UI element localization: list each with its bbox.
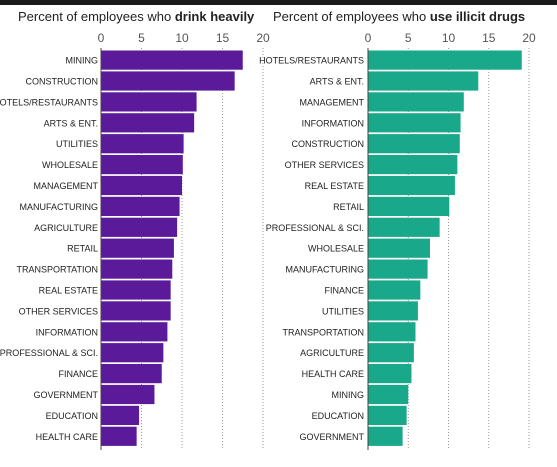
panel-title-drugs: Percent of employees who use illicit dru… — [273, 9, 525, 24]
category-label: OTHER SERVICES — [285, 160, 364, 170]
bar — [368, 343, 414, 363]
category-label: EDUCATION — [312, 411, 364, 421]
category-label: HOTELS/RESTAURANTS — [0, 97, 98, 107]
category-label: TRANSPORTATION — [16, 265, 98, 275]
bar — [368, 280, 421, 300]
x-tick-label: 10 — [442, 31, 456, 45]
category-label: AGRICULTURE — [34, 223, 98, 233]
category-label: OTHER SERVICES — [19, 306, 98, 316]
bar — [368, 92, 464, 112]
category-label: MANAGEMENT — [299, 97, 364, 107]
bar — [101, 113, 195, 133]
bar — [368, 71, 479, 91]
bar — [101, 364, 162, 384]
panel-title-prefix: Percent of employees who — [18, 9, 175, 24]
category-label: FINANCE — [324, 286, 364, 296]
category-label: INFORMATION — [302, 118, 364, 128]
bar — [101, 426, 137, 446]
category-label: REAL ESTATE — [39, 286, 98, 296]
x-tick-label: 15 — [216, 31, 230, 45]
category-label: ARTS & ENT. — [310, 77, 364, 87]
category-label: INFORMATION — [36, 327, 98, 337]
x-tick-label: 20 — [256, 31, 270, 45]
x-tick-label: 20 — [522, 31, 536, 45]
category-label: MINING — [66, 56, 99, 66]
bar — [101, 71, 235, 91]
bar — [101, 343, 164, 363]
bar — [368, 134, 460, 154]
category-label: EDUCATION — [46, 411, 98, 421]
category-label: MINING — [332, 390, 365, 400]
bar — [368, 50, 522, 70]
category-label: ARTS & ENT. — [44, 118, 98, 128]
category-label: GOVERNMENT — [299, 432, 364, 442]
category-label: CONSTRUCTION — [26, 77, 99, 87]
bar — [101, 238, 174, 258]
category-label: REAL ESTATE — [305, 181, 364, 191]
category-label: MANUFACTURING — [286, 265, 365, 275]
bar — [368, 322, 416, 342]
bar — [101, 196, 180, 216]
x-tick-label: 5 — [405, 31, 412, 45]
category-label: HEALTH CARE — [36, 432, 98, 442]
bar — [368, 426, 403, 446]
bar — [101, 217, 178, 237]
panel-title-bold: drink heavily — [174, 9, 255, 24]
category-label: TRANSPORTATION — [282, 327, 364, 337]
x-tick-label: 0 — [98, 31, 105, 45]
bar — [368, 301, 418, 321]
category-label: RETAIL — [67, 244, 98, 254]
bar — [101, 50, 243, 70]
category-label: MANAGEMENT — [33, 181, 98, 191]
bar — [368, 196, 450, 216]
category-label: CONSTRUCTION — [292, 139, 365, 149]
x-tick-label: 5 — [138, 31, 145, 45]
category-label: WHOLESALE — [308, 244, 364, 254]
bar — [368, 405, 407, 425]
x-tick-label: 0 — [365, 31, 372, 45]
bar — [101, 301, 171, 321]
category-label: GOVERNMENT — [33, 390, 98, 400]
bar — [101, 134, 184, 154]
category-label: PROFESSIONAL & SCI. — [266, 223, 364, 233]
category-label: AGRICULTURE — [300, 348, 364, 358]
bar — [101, 175, 182, 196]
category-label: UTILITIES — [322, 306, 364, 316]
bar — [101, 155, 183, 175]
panel-title-bold: use illicit drugs — [429, 9, 526, 24]
category-label: HOTELS/RESTAURANTS — [259, 56, 364, 66]
category-label: MANUFACTURING — [20, 202, 99, 212]
bar — [368, 364, 412, 384]
bar — [101, 322, 168, 342]
bar — [101, 92, 197, 112]
bar — [368, 384, 409, 405]
category-label: FINANCE — [58, 369, 98, 379]
top-decorative-strip — [0, 0, 557, 5]
bar — [368, 238, 430, 258]
bar — [101, 384, 155, 405]
category-label: WHOLESALE — [42, 160, 98, 170]
bar — [101, 405, 140, 425]
panel-title-drink: Percent of employees who drink heavily — [18, 9, 254, 24]
bar — [101, 280, 171, 300]
bar — [368, 175, 455, 196]
x-tick-label: 15 — [482, 31, 496, 45]
panel-title-prefix: Percent of employees who — [273, 9, 430, 24]
illicit-drugs-chart: 0 5 10 15 20 HOTELS/RESTAURANTS ARTS & ENT. MAN… — [259, 31, 536, 450]
bar — [368, 155, 458, 175]
bar — [101, 259, 173, 279]
bar — [368, 259, 428, 279]
drink-heavily-chart: 0 5 10 15 20 MINING CONSTRUCTION HOTELS/RESTAUR… — [0, 31, 270, 450]
x-tick-label: 10 — [175, 31, 189, 45]
category-label: PROFESSIONAL & SCI. — [0, 348, 98, 358]
bar — [368, 217, 440, 237]
category-label: UTILITIES — [56, 139, 98, 149]
category-label: RETAIL — [333, 202, 364, 212]
category-label: HEALTH CARE — [302, 369, 364, 379]
bar — [368, 113, 461, 133]
